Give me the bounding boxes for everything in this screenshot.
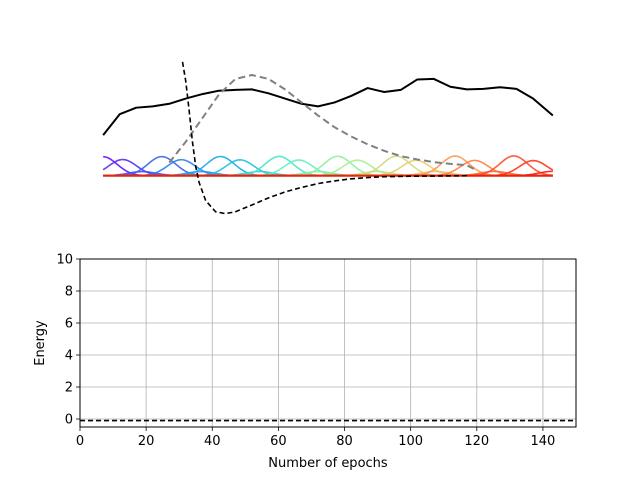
y-axis-label: Energy <box>33 320 48 366</box>
x-tick-label: 60 <box>270 434 287 449</box>
x-axis-ticks: 0 20 40 60 80 100 120 140 <box>76 427 555 449</box>
x-tick-label: 120 <box>464 434 489 449</box>
density-gray-dashed-line <box>168 74 478 172</box>
plot-frame <box>79 258 577 428</box>
basis-functions <box>102 155 554 177</box>
x-axis-label: Number of epochs <box>268 456 388 471</box>
y-tick-label: 10 <box>56 253 73 268</box>
x-tick-label: 100 <box>398 434 423 449</box>
y-tick-label: 4 <box>65 349 73 364</box>
x-tick-label: 20 <box>138 434 155 449</box>
wavefunction-panel <box>102 61 554 215</box>
x-tick-label: 40 <box>204 434 221 449</box>
y-tick-label: 0 <box>65 413 73 428</box>
y-tick-label: 2 <box>65 381 73 396</box>
y-tick-label: 8 <box>65 285 73 300</box>
potential-black-dashed-line <box>181 61 467 215</box>
x-tick-label: 80 <box>336 434 353 449</box>
x-tick-label: 0 <box>76 434 84 449</box>
energy-panel: 0 20 40 60 80 100 120 140 0 2 4 6 8 10 Number of epo… <box>33 253 577 471</box>
wavefunction-solid-line <box>102 77 554 136</box>
top-series <box>102 61 554 215</box>
y-axis-ticks: 0 2 4 6 8 10 <box>56 253 80 428</box>
y-tick-label: 6 <box>65 317 73 332</box>
x-tick-label: 140 <box>531 434 556 449</box>
